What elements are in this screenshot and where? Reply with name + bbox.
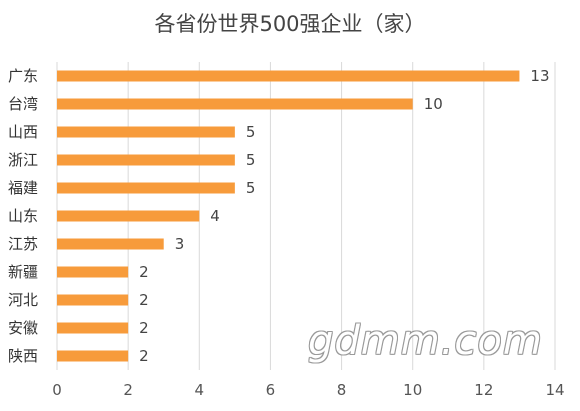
category-label: 新疆 — [8, 263, 38, 281]
category-label: 河北 — [8, 291, 38, 309]
bar — [57, 294, 129, 306]
category-label: 山东 — [8, 207, 38, 225]
data-label: 4 — [210, 207, 220, 225]
data-label: 5 — [246, 151, 256, 169]
data-label: 5 — [246, 179, 256, 197]
x-tick-label: 12 — [474, 381, 493, 399]
x-tick-label: 10 — [403, 381, 422, 399]
x-tick-label: 6 — [266, 381, 276, 399]
x-tick-label: 2 — [123, 381, 133, 399]
category-label: 江苏 — [8, 235, 38, 253]
category-label: 广东 — [8, 67, 38, 85]
data-label: 13 — [530, 67, 549, 85]
x-tick-label: 0 — [52, 381, 62, 399]
bar — [57, 322, 129, 334]
bar — [57, 350, 129, 362]
category-label: 台湾 — [8, 95, 38, 113]
x-tick-label: 4 — [195, 381, 205, 399]
x-tick-label: 8 — [337, 381, 347, 399]
chart-title: 各省份世界500强企业（家） — [154, 12, 426, 36]
data-label: 2 — [139, 319, 149, 337]
bar — [57, 210, 200, 222]
data-label: 10 — [424, 95, 443, 113]
data-label: 2 — [139, 347, 149, 365]
category-label: 福建 — [8, 179, 38, 197]
category-label: 山西 — [8, 123, 38, 141]
category-label: 安徽 — [8, 319, 38, 337]
watermark: gdmm.com — [308, 318, 543, 364]
data-label: 5 — [246, 123, 256, 141]
category-label: 浙江 — [8, 151, 38, 169]
x-tick-label: 14 — [545, 381, 564, 399]
data-label: 3 — [175, 235, 185, 253]
category-label: 陕西 — [8, 347, 38, 365]
data-label: 2 — [139, 291, 149, 309]
bar — [57, 238, 164, 250]
bar — [57, 98, 413, 110]
bar — [57, 266, 129, 278]
bar — [57, 154, 235, 166]
bar — [57, 182, 235, 194]
bar — [57, 70, 520, 82]
data-label: 2 — [139, 263, 149, 281]
bar — [57, 126, 235, 138]
